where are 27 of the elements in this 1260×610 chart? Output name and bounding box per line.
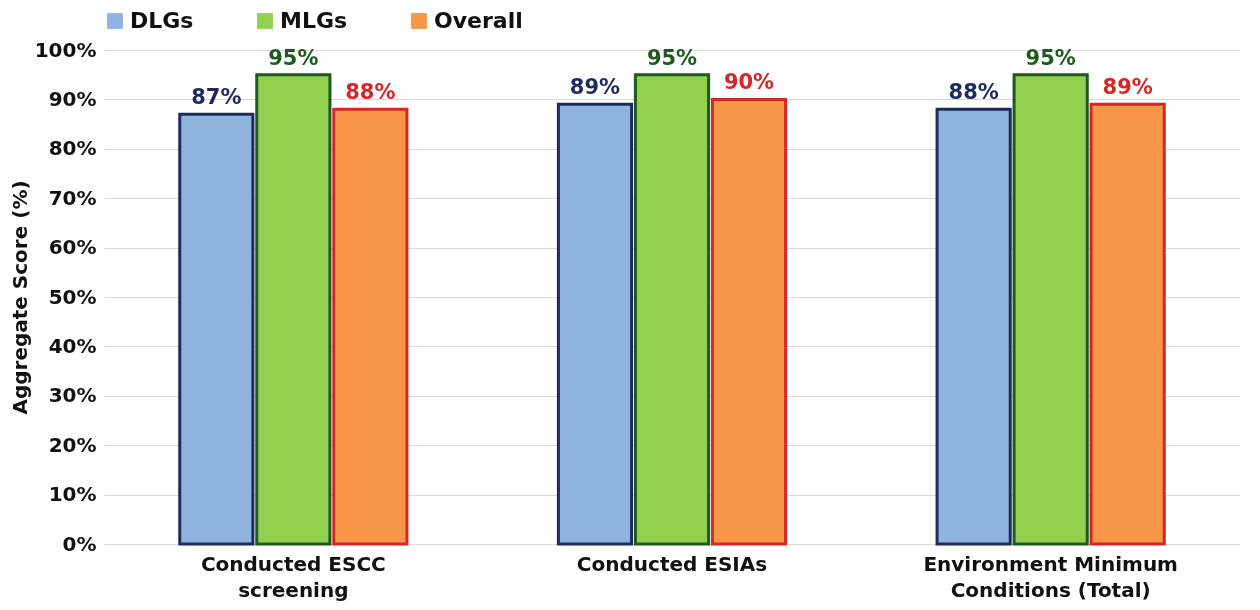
data-label: 90% (723, 70, 775, 95)
y-tick-label: 50% (48, 284, 97, 309)
y-tick-label: 30% (48, 383, 97, 408)
y-tick-label: 20% (48, 432, 97, 457)
data-label: 95% (646, 45, 698, 70)
data-label: 88% (948, 80, 999, 105)
x-tick-label: Environment Minimum Conditions (Total) (923, 551, 1178, 602)
x-tick-label: Conducted ESCC screening (200, 551, 386, 602)
y-tick-label: 90% (48, 86, 97, 111)
legend-label: Overall (434, 8, 523, 33)
y-axis-title: Aggregate Score (%) (7, 180, 32, 415)
y-tick-label: 0% (62, 531, 97, 556)
data-label: 95% (1025, 45, 1076, 70)
data-label: 89% (1102, 75, 1153, 100)
legend-label: MLGs (280, 8, 348, 33)
y-tick-label: 10% (48, 482, 97, 507)
y-tick-label: 60% (48, 235, 97, 260)
y-tick-label: 100% (34, 37, 97, 62)
data-label: 88% (345, 80, 396, 105)
data-label: 95% (268, 45, 319, 70)
y-tick-label: 40% (48, 333, 97, 358)
y-tick-label: 70% (48, 185, 97, 210)
x-tick-label: Conducted ESIAs (576, 551, 768, 576)
data-label: 87% (191, 85, 242, 110)
data-label: 89% (569, 75, 621, 100)
y-tick-label: 80% (48, 136, 97, 161)
legend-label: DLGs (130, 8, 194, 33)
